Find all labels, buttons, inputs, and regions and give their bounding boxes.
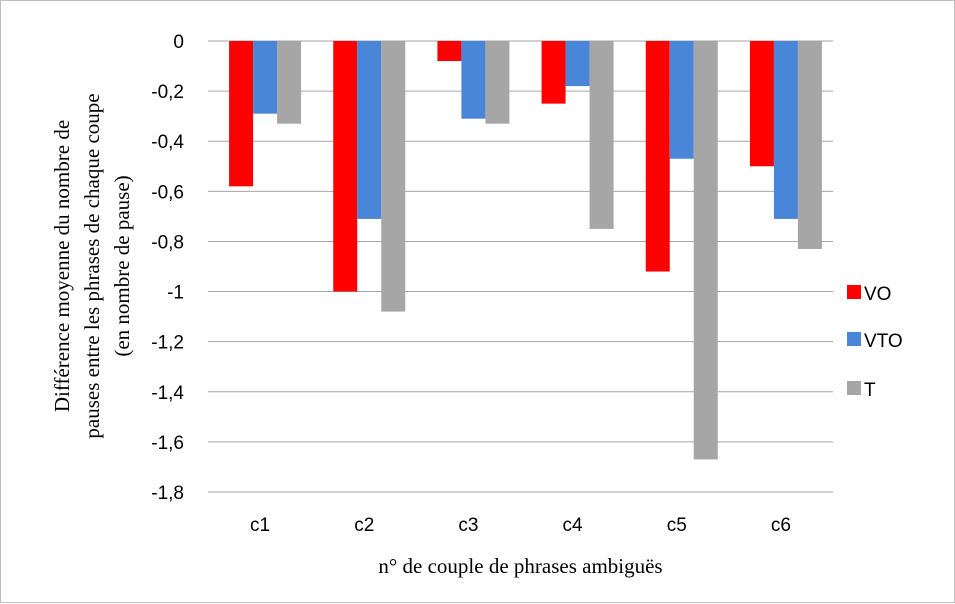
legend-label-vo: VO <box>864 284 891 305</box>
y-tick-label: -0,2 <box>151 82 184 103</box>
bar-vto-c6 <box>773 41 798 219</box>
y-axis-title-line: pauses entre les phrases de chaque coupe <box>80 93 104 438</box>
x-axis-title: n° de couple de phrases ambiguës <box>378 554 662 578</box>
legend-label-t: T <box>864 380 876 401</box>
bar-t-c6 <box>797 41 822 249</box>
bar-vo-c3 <box>437 41 462 62</box>
y-tick-label: -1,2 <box>151 333 184 354</box>
x-tick-label: c1 <box>250 515 270 536</box>
bar-vto-c4 <box>565 41 590 87</box>
x-tick-label: c4 <box>563 515 584 536</box>
bars <box>229 41 822 460</box>
y-axis-title-line: (en nombre de pause) <box>110 175 134 356</box>
bar-vto-c1 <box>253 41 278 114</box>
x-tick-labels: c1 c2 c3 c4 c5 c6 <box>250 515 791 536</box>
bar-vto-c3 <box>461 41 486 119</box>
bar-vto-c2 <box>357 41 382 219</box>
legend-label-vto: VTO <box>864 331 903 352</box>
x-tick-label: c3 <box>458 515 478 536</box>
bar-vo-c6 <box>749 41 774 167</box>
legend-swatch-vo <box>847 285 861 299</box>
y-tick-label: -0,8 <box>151 232 184 253</box>
y-tick-label: -1,6 <box>151 433 184 454</box>
bar-vto-c5 <box>669 41 694 159</box>
x-tick-label: c6 <box>771 515 791 536</box>
y-tick-label: -1,4 <box>151 383 184 404</box>
bar-vo-c1 <box>229 41 254 187</box>
legend: VO VTO T <box>847 284 903 401</box>
y-tick-label: -1,8 <box>151 483 184 504</box>
y-tick-label: 0 <box>173 32 184 53</box>
bar-vo-c2 <box>333 41 358 292</box>
bar-t-c3 <box>485 41 510 124</box>
gridlines <box>208 40 833 493</box>
bar-t-c5 <box>693 41 718 460</box>
y-tick-labels: 0 -0,2 -0,4 -0,6 -0,8 -1 -1,2 -1,4 -1,6 -1,8 <box>151 32 184 504</box>
y-tick-label: -0,6 <box>151 182 184 203</box>
x-tick-label: c5 <box>667 515 687 536</box>
bar-t-c4 <box>589 41 614 229</box>
y-axis-title-line: Différence moyenne du nombre de <box>50 120 74 412</box>
y-tick-label: -0,4 <box>151 132 184 153</box>
bar-vo-c5 <box>645 41 670 272</box>
legend-swatch-vto <box>847 332 861 346</box>
y-axis-title: Différence moyenne du nombre de pauses en… <box>50 93 134 438</box>
legend-swatch-t <box>847 381 861 395</box>
x-tick-label: c2 <box>354 515 374 536</box>
bar-t-c1 <box>277 41 302 124</box>
bar-vo-c4 <box>541 41 566 104</box>
y-tick-label: -1 <box>167 283 184 304</box>
bar-t-c2 <box>381 41 406 312</box>
